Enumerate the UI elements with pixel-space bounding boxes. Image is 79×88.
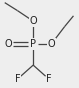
Text: F: F xyxy=(15,74,20,84)
Text: P: P xyxy=(30,39,36,49)
Text: O: O xyxy=(29,16,37,26)
Text: F: F xyxy=(46,74,52,84)
Text: O: O xyxy=(48,39,55,49)
Text: O: O xyxy=(4,39,12,49)
